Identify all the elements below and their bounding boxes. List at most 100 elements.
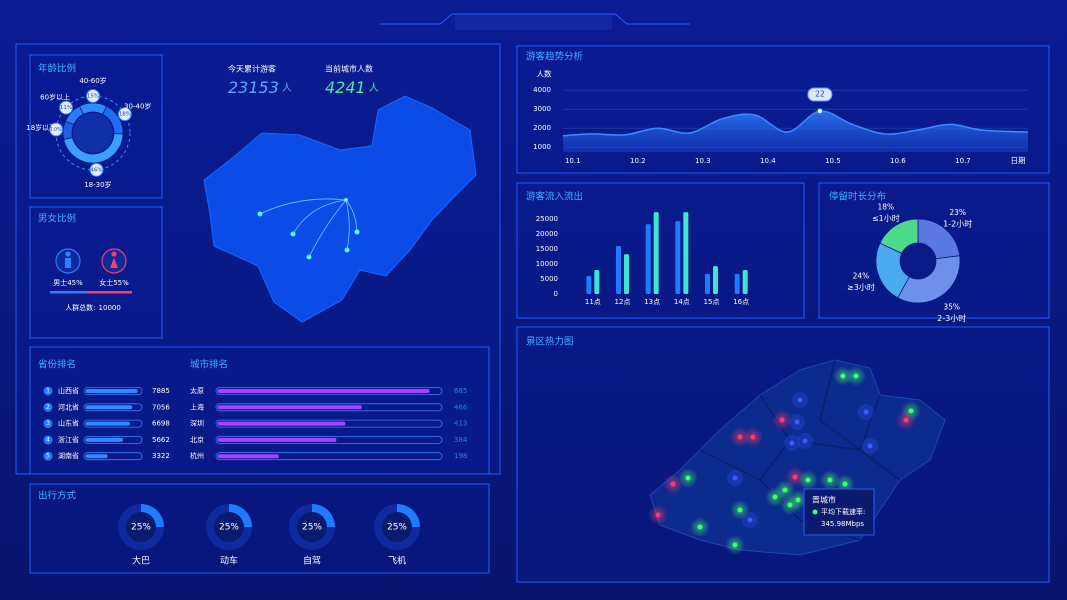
bar <box>645 224 651 294</box>
gauge-arc <box>229 504 252 527</box>
value-label: 466 <box>454 403 468 411</box>
category-label: 2-3小时 <box>937 313 966 323</box>
heat-dot <box>732 542 738 548</box>
heat-dot <box>903 417 909 423</box>
value-badge <box>86 89 100 103</box>
pie-center <box>901 244 935 278</box>
gauge-value: 25% <box>219 523 239 533</box>
category-label: 40-60岁 <box>79 76 106 85</box>
kpi-label: 今天累计游客 <box>228 64 276 74</box>
flow-point <box>306 254 312 260</box>
value-label: 35% <box>943 303 960 312</box>
rank-number: 5 <box>46 453 50 460</box>
gauge-category: 自驾 <box>303 555 321 567</box>
gauge-value: 25% <box>302 523 322 533</box>
value-badge <box>49 122 64 137</box>
rank-badge <box>43 419 53 429</box>
bar <box>85 421 130 426</box>
gauge-category: 动车 <box>220 555 238 567</box>
flow-arc <box>345 199 350 251</box>
value-label: 55% <box>113 279 129 287</box>
gauge-arc <box>312 504 335 527</box>
category-label: 30-40岁 <box>124 102 151 111</box>
flow-arc <box>345 199 358 233</box>
tooltip-label: 平均下载速率: <box>821 507 865 516</box>
heat-dot <box>782 487 788 493</box>
x-tick-label: 10.1 <box>565 157 581 165</box>
value-label: 3322 <box>152 452 170 460</box>
bar <box>624 254 629 294</box>
heat-dot <box>670 481 676 487</box>
panel-frame <box>516 182 805 319</box>
panel-title: 年龄比例 <box>38 63 76 75</box>
row-name: 杭州 <box>190 451 204 460</box>
value-label: 18% <box>878 202 895 211</box>
y-tick-label: 10000 <box>536 260 558 268</box>
gauge-value: 25% <box>131 523 151 533</box>
row-name: 河北省 <box>58 402 79 411</box>
total-value: 10000 <box>99 304 121 312</box>
bar <box>217 405 362 410</box>
value-label: 18% <box>119 112 131 118</box>
heat-dot <box>732 475 738 481</box>
flow-arcs <box>259 198 358 258</box>
flow-arc <box>292 199 347 235</box>
bar-track <box>83 387 143 395</box>
bar-track <box>215 419 443 428</box>
x-tick-label: 10.6 <box>890 157 906 165</box>
row-name: 山东省 <box>58 419 79 428</box>
gender-icon-head <box>65 251 71 257</box>
kpi-label: 当前城市人数 <box>325 64 373 74</box>
gauge-category: 飞机 <box>388 555 406 567</box>
row-name: 上海 <box>190 402 204 411</box>
y-tick-label: 3000 <box>533 105 551 113</box>
heat-dot <box>750 434 756 440</box>
rank-badge <box>43 435 53 445</box>
x-tick-label: 10.2 <box>630 157 646 165</box>
bar <box>742 270 748 294</box>
bar-track <box>83 419 143 428</box>
bar <box>217 421 346 426</box>
row-name: 山西省 <box>58 386 79 395</box>
panel-title: 游客趋势分析 <box>526 51 584 63</box>
panel-title: 出行方式 <box>38 490 77 502</box>
tooltip-city: 晋城市 <box>812 495 836 505</box>
annotation-label: 22 <box>815 90 825 99</box>
bar-track <box>215 452 443 461</box>
area <box>563 111 1028 152</box>
y-tick-label: 0 <box>554 290 558 298</box>
gender-bar <box>50 291 87 294</box>
y-tick-label: 4000 <box>533 86 551 94</box>
panel-title: 游客流入流出 <box>526 191 583 203</box>
value-label: 413 <box>454 420 467 428</box>
gender-bar <box>86 291 132 294</box>
heat-dot <box>805 477 811 483</box>
x-tick-label: 13点 <box>644 298 660 306</box>
heat-dot <box>737 434 743 440</box>
value-label: 15% <box>87 94 99 100</box>
x-tick-label: 14点 <box>674 298 690 306</box>
rank-number: 1 <box>46 388 50 395</box>
x-tick-label: 11点 <box>585 298 601 306</box>
y-tick-label: 2000 <box>533 124 551 132</box>
heat-dot <box>787 502 793 508</box>
rank-number: 4 <box>46 436 50 443</box>
bar-track <box>83 403 143 412</box>
district-borders <box>699 359 901 541</box>
value-label: 23% <box>949 208 966 217</box>
value-badge <box>117 107 132 122</box>
category-label: 女士 <box>99 278 113 287</box>
bar-track <box>215 435 443 444</box>
value-label: 7056 <box>152 403 170 411</box>
heat-dot <box>655 512 661 518</box>
bar <box>616 246 621 294</box>
pie-segment <box>897 255 961 304</box>
heat-dot <box>827 477 833 483</box>
annotation-point <box>816 108 823 115</box>
gauge-arc <box>141 504 164 527</box>
gender-icon-body <box>110 257 118 268</box>
annotation-bubble <box>807 87 833 102</box>
value-badge <box>59 100 74 115</box>
bar <box>705 273 710 294</box>
